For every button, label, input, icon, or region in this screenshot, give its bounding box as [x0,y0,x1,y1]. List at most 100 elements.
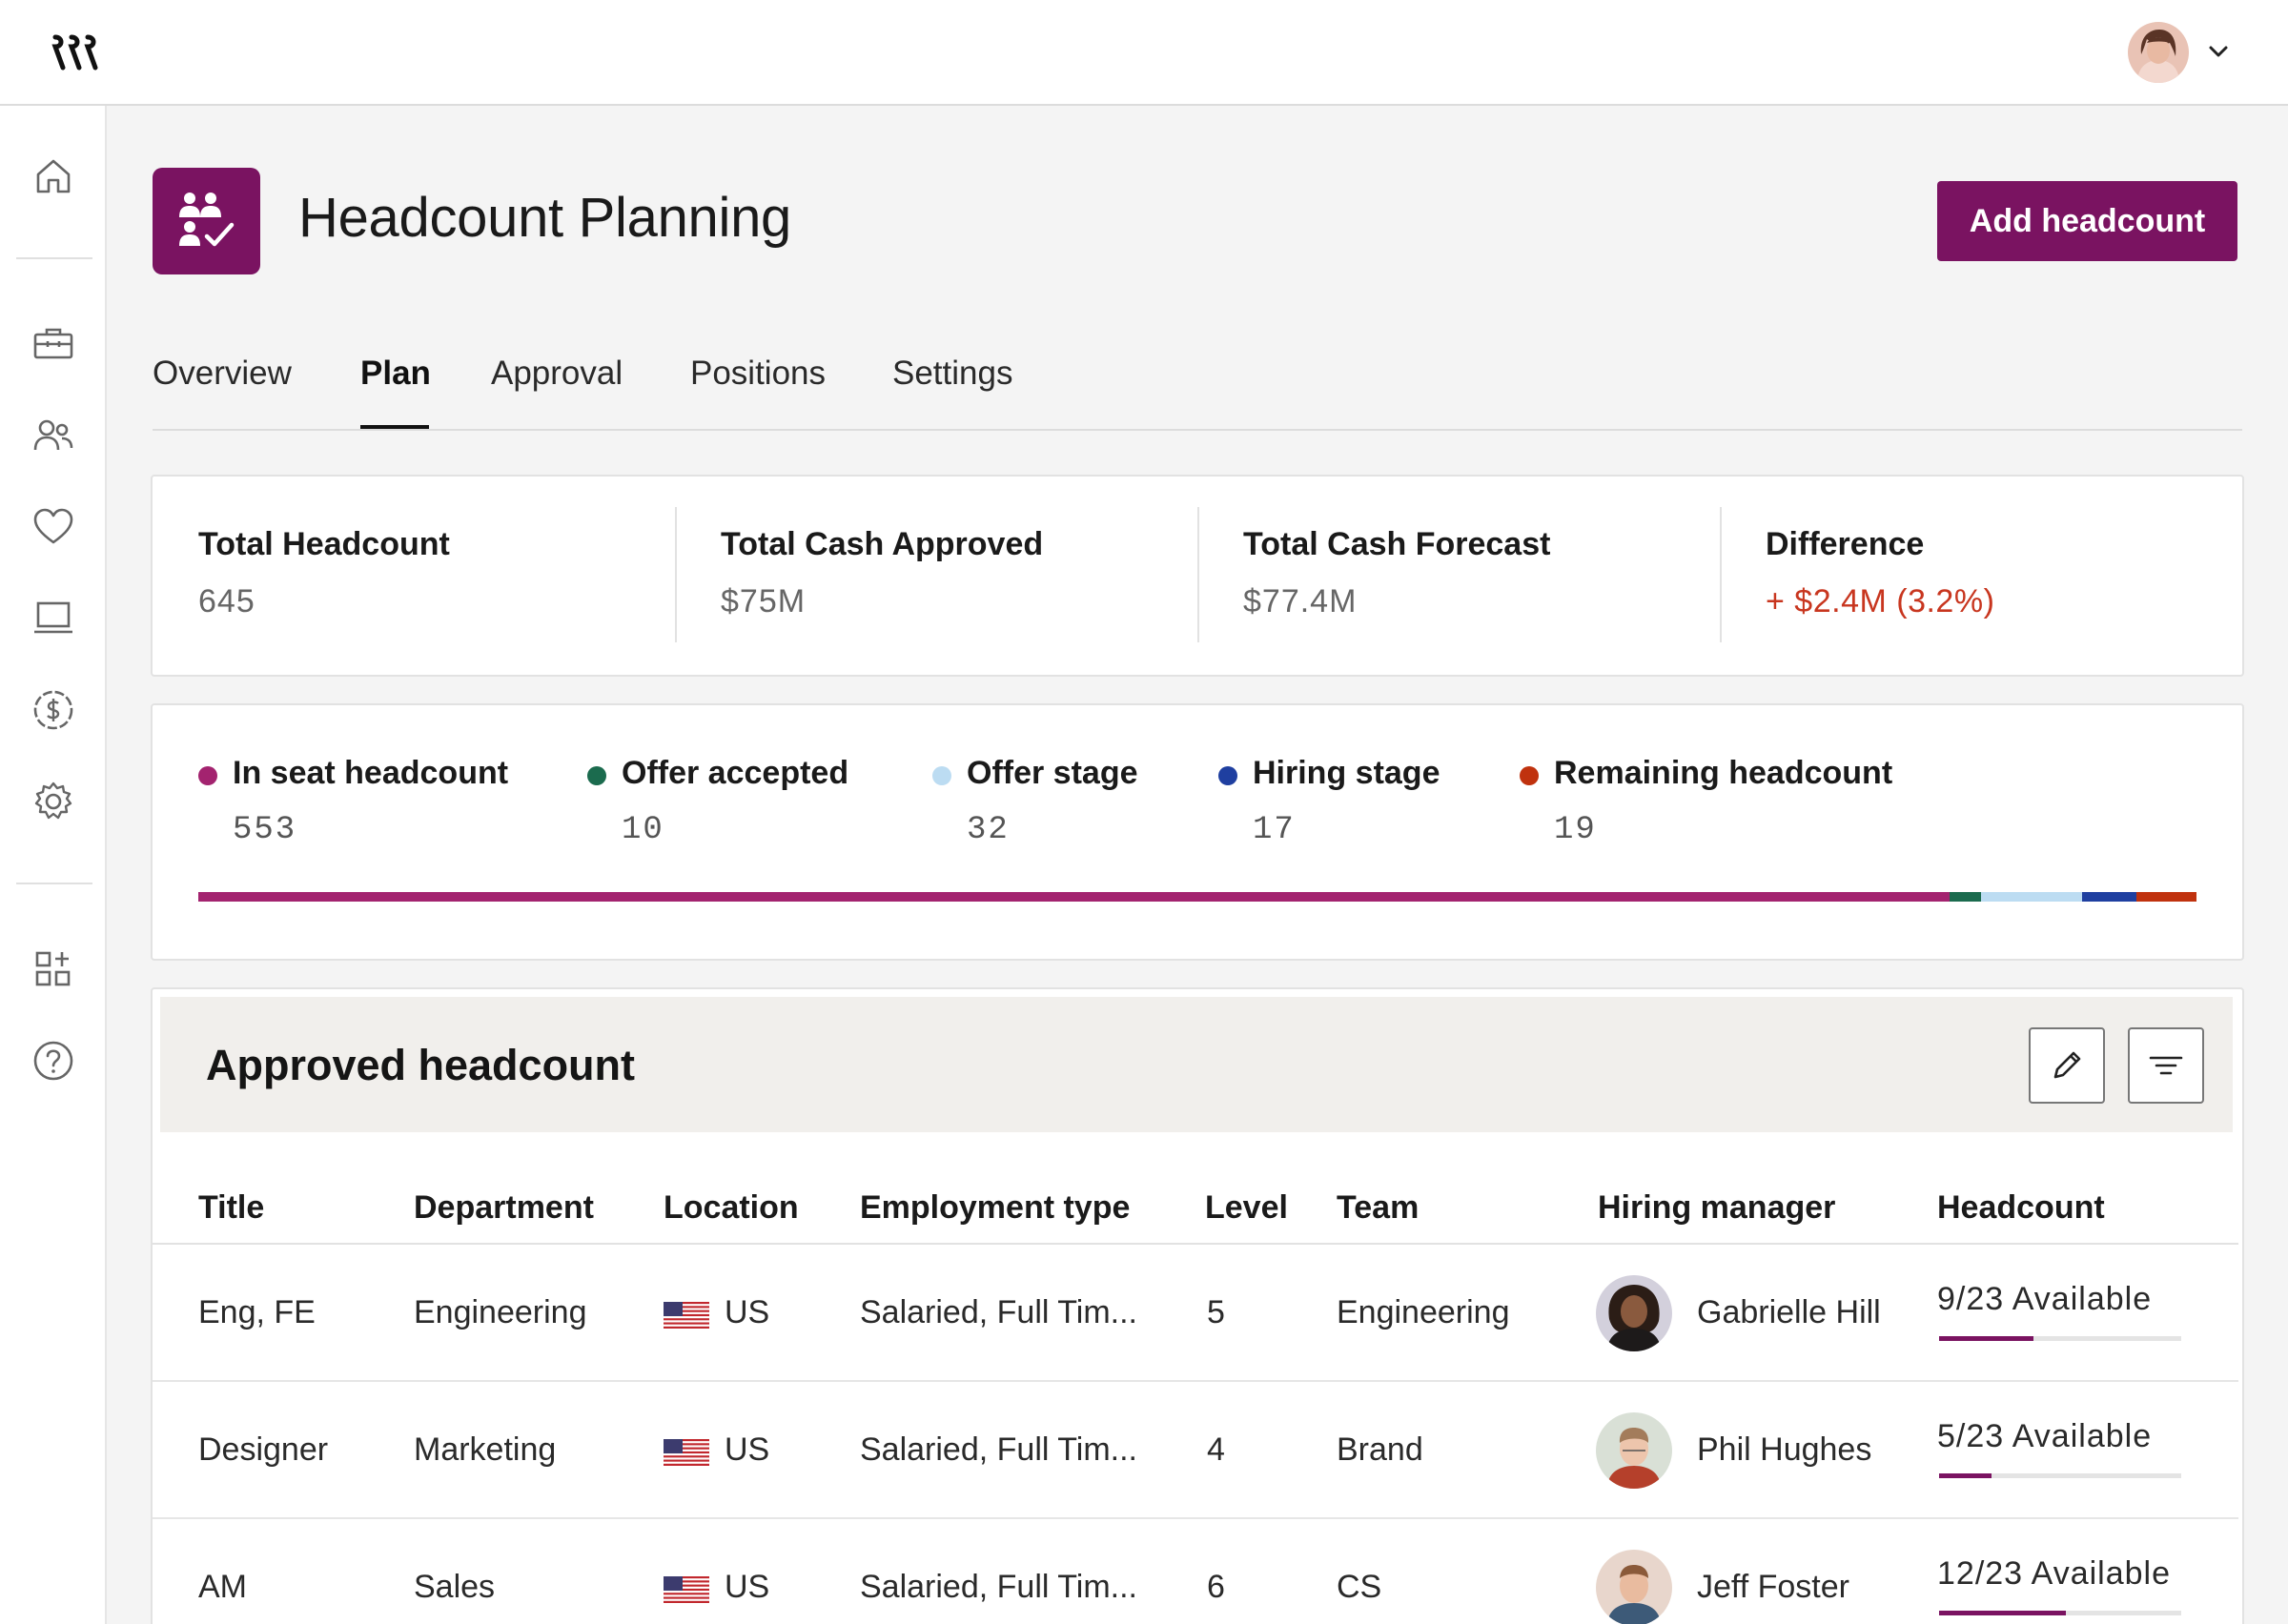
manager-avatar [1596,1412,1672,1489]
table-row[interactable]: Designer Marketing US Salaried, Full Tim… [153,1382,2238,1519]
column-header-headcount[interactable]: Headcount [1937,1189,2105,1226]
tab-plan[interactable]: Plan [360,355,431,392]
people-icon[interactable] [31,413,76,458]
cell-title: Designer [198,1431,329,1468]
pipeline-stacked-bar [198,892,2196,902]
section-title: Approved headcount [206,1041,636,1089]
summary-stats-card: Total Headcount 645 Total Cash Approved … [151,475,2244,677]
legend-value: 32 [967,812,1010,848]
sidebar-divider [16,257,92,259]
headcount-app-icon [153,168,260,274]
legend-value: 553 [233,812,297,848]
cell-title: AM [198,1569,247,1605]
cell-title: Eng, FE [198,1294,316,1330]
legend-dot [1520,766,1539,785]
stat-value: $75M [721,583,807,619]
column-header-level[interactable]: Level [1205,1189,1288,1226]
laptop-icon[interactable] [31,596,76,641]
stat-divider [1720,507,1722,642]
pipeline-segment-3 [2082,892,2136,902]
stat-label: Total Cash Forecast [1243,526,1551,562]
column-header-title[interactable]: Title [198,1189,265,1226]
legend-value: 19 [1554,812,1597,848]
table-row[interactable]: Eng, FE Engineering US Salaried, Full Ti… [153,1245,2238,1382]
cell-hiring-manager[interactable]: Gabrielle Hill [1697,1294,1881,1330]
stat-value: + $2.4M (3.2%) [1766,583,1995,619]
cell-hiring-manager[interactable]: Jeff Foster [1697,1569,1849,1605]
table-header-band: Approved headcount [160,997,2233,1132]
tab-approval[interactable]: Approval [491,355,623,392]
page-title: Headcount Planning [298,187,791,249]
legend-label: Hiring stage [1253,755,1440,791]
pipeline-segment-2 [1981,892,2083,902]
legend-label: In seat headcount [233,755,509,791]
tab-settings[interactable]: Settings [892,355,1013,392]
stat-value: 645 [198,583,255,619]
column-header-team[interactable]: Team [1337,1189,1420,1226]
column-header-department[interactable]: Department [414,1189,594,1226]
add-headcount-button[interactable]: Add headcount [1937,181,2237,261]
cell-department: Sales [414,1569,496,1605]
rippling-logo[interactable] [51,34,103,71]
cell-team: Brand [1337,1431,1423,1468]
cell-team: CS [1337,1569,1382,1605]
legend-value: 17 [1253,812,1296,848]
filter-icon [2149,1056,2183,1075]
legend-label: Offer accepted [622,755,849,791]
gear-icon[interactable] [31,779,76,824]
approved-headcount-card: Approved headcount Title Department Loca… [151,987,2244,1624]
cell-department: Engineering [414,1294,587,1330]
cell-employment-type: Salaried, Full Tim... [860,1294,1137,1330]
home-icon[interactable] [31,153,76,199]
help-icon[interactable] [31,1038,76,1084]
tab-positions[interactable]: Positions [690,355,827,392]
stat-label: Total Cash Approved [721,526,1044,562]
pencil-icon [2053,1051,2081,1079]
headcount-progress-bar [1939,1336,2181,1341]
edit-button[interactable] [2029,1027,2105,1104]
user-avatar[interactable] [2128,22,2189,83]
headcount-progress-bar [1939,1473,2181,1478]
cell-location: US [725,1431,770,1468]
column-header-location[interactable]: Location [664,1189,799,1226]
filter-button[interactable] [2128,1027,2204,1104]
cell-employment-type: Salaried, Full Tim... [860,1431,1137,1468]
sidebar-divider [16,883,92,884]
legend-value: 10 [622,812,664,848]
cell-employment-type: Salaried, Full Tim... [860,1569,1137,1605]
cell-headcount-available: 5/23 Available [1937,1418,2153,1454]
column-header-employment-type[interactable]: Employment type [860,1189,1131,1226]
us-flag-icon [664,1576,709,1603]
pipeline-card: In seat headcount 553 Offer accepted 10 … [151,703,2244,961]
legend-dot [198,766,217,785]
pipeline-segment-0 [198,892,1950,902]
dollar-icon[interactable] [31,687,76,733]
chevron-down-icon[interactable] [2206,42,2231,61]
stat-divider [675,507,677,642]
briefcase-icon[interactable] [31,321,76,367]
stat-label: Difference [1766,526,1925,562]
stat-divider [1197,507,1199,642]
cell-hiring-manager[interactable]: Phil Hughes [1697,1431,1872,1468]
pipeline-segment-1 [1949,892,1982,902]
column-header-hiring-manager[interactable]: Hiring manager [1598,1189,1836,1226]
legend-dot [1218,766,1237,785]
top-bar [0,0,2288,106]
cell-location: US [725,1294,770,1330]
apps-add-icon[interactable] [31,946,76,992]
tab-overview[interactable]: Overview [153,355,292,392]
us-flag-icon [664,1439,709,1466]
cell-department: Marketing [414,1431,557,1468]
pipeline-segment-4 [2135,892,2196,902]
cell-headcount-available: 12/23 Available [1937,1555,2172,1592]
us-flag-icon [664,1302,709,1329]
sidebar [0,106,107,1624]
cell-level: 6 [1207,1569,1225,1605]
heart-icon[interactable] [31,504,76,550]
cell-team: Engineering [1337,1294,1510,1330]
cell-level: 5 [1207,1294,1225,1330]
cell-level: 4 [1207,1431,1225,1468]
manager-avatar [1596,1275,1672,1351]
headcount-progress-bar [1939,1611,2181,1615]
table-row[interactable]: AM Sales US Salaried, Full Tim... 6 CS J… [153,1519,2238,1624]
